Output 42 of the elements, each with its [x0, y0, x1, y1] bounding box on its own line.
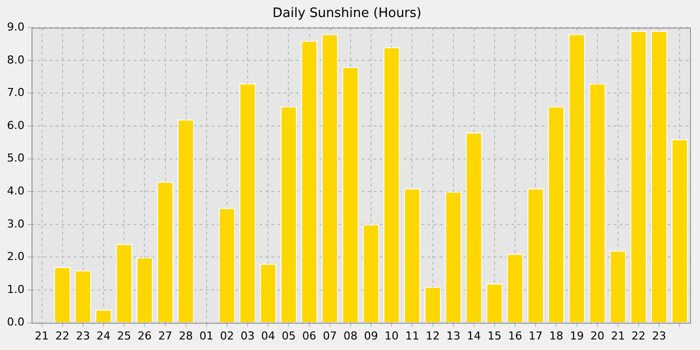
x-tick-label: 18 [549, 329, 564, 342]
y-tick-label: 4.0 [6, 184, 24, 198]
x-tick-label: 07 [322, 329, 337, 342]
x-tick-label: 27 [158, 329, 172, 342]
y-tick-label: 5.0 [6, 152, 24, 165]
x-tick-label: 12 [426, 329, 440, 342]
chart-title: Daily Sunshine (Hours) [272, 6, 422, 22]
x-tick-label: 02 [220, 329, 234, 342]
x-tick-label: 17 [528, 329, 543, 342]
x-tick-label: 28 [178, 329, 193, 342]
x-tick-label: 01 [199, 329, 214, 342]
y-tick-label: 8.0 [6, 53, 24, 66]
x-tick-label: 23 [652, 329, 666, 342]
x-tick-label: 22 [55, 329, 70, 342]
x-tick-label: 09 [364, 329, 378, 342]
y-tick-label: 0.0 [6, 316, 24, 329]
y-tick-label: 2.0 [6, 250, 24, 264]
x-tick-label: 22 [632, 329, 646, 342]
x-tick-label: 25 [117, 329, 132, 342]
y-tick-label: 9.0 [6, 20, 24, 34]
x-tick-label: 06 [302, 329, 316, 342]
x-tick-label: 11 [405, 329, 420, 342]
x-tick-label: 20 [590, 329, 604, 342]
x-tick-label: 21 [610, 329, 625, 342]
x-tick-label: 14 [466, 329, 481, 342]
x-tick-label: 15 [488, 329, 502, 342]
x-tick-label: 04 [261, 329, 276, 342]
x-tick-label: 21 [34, 329, 49, 342]
x-tick-label: 26 [138, 329, 152, 342]
x-tick-label: 16 [508, 329, 522, 342]
x-tick-label: 03 [240, 329, 255, 342]
x-tick-label: 24 [96, 329, 111, 342]
y-tick-label: 1.0 [6, 282, 24, 296]
x-tick-label: 19 [570, 329, 584, 342]
x-tick-label: 10 [384, 329, 399, 342]
x-tick-label: 13 [446, 329, 460, 342]
y-tick-label: 3.0 [6, 217, 24, 230]
x-tick-label: 23 [76, 329, 90, 342]
y-tick-label: 7.0 [6, 86, 24, 100]
x-tick-label: 05 [282, 329, 296, 342]
x-tick-label: 08 [343, 329, 358, 342]
y-tick-label: 6.0 [6, 118, 24, 132]
